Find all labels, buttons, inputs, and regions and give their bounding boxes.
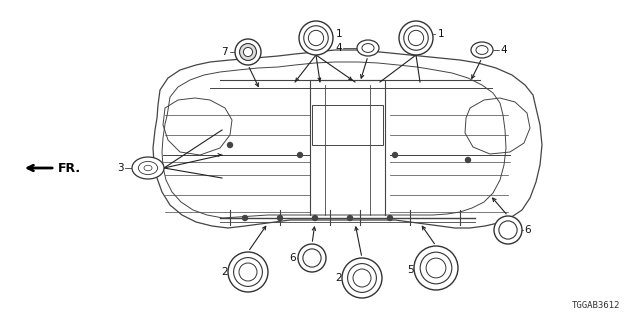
Text: 5: 5 xyxy=(408,265,414,275)
Ellipse shape xyxy=(362,44,374,52)
Circle shape xyxy=(399,21,433,55)
Circle shape xyxy=(414,246,458,290)
Circle shape xyxy=(465,157,470,163)
Circle shape xyxy=(342,258,382,298)
Circle shape xyxy=(235,39,261,65)
Ellipse shape xyxy=(132,157,164,179)
Ellipse shape xyxy=(476,46,488,54)
Circle shape xyxy=(278,215,282,220)
Circle shape xyxy=(392,153,397,157)
Circle shape xyxy=(243,47,253,57)
Circle shape xyxy=(239,44,257,60)
Circle shape xyxy=(228,252,268,292)
Circle shape xyxy=(298,153,303,157)
Text: 1: 1 xyxy=(336,29,342,39)
Circle shape xyxy=(312,215,317,220)
Text: 2: 2 xyxy=(221,267,228,277)
Text: 4: 4 xyxy=(500,45,507,55)
Circle shape xyxy=(387,215,392,220)
Circle shape xyxy=(227,142,232,148)
Circle shape xyxy=(243,215,248,220)
Circle shape xyxy=(299,21,333,55)
Text: 3: 3 xyxy=(117,163,124,173)
Circle shape xyxy=(494,216,522,244)
Text: 4: 4 xyxy=(335,43,342,53)
Text: 6: 6 xyxy=(289,253,296,263)
Text: TGGAB3612: TGGAB3612 xyxy=(572,301,620,310)
Ellipse shape xyxy=(471,42,493,58)
Ellipse shape xyxy=(357,40,379,56)
Text: FR.: FR. xyxy=(58,162,81,174)
Text: 1: 1 xyxy=(438,29,445,39)
Circle shape xyxy=(298,244,326,272)
Ellipse shape xyxy=(138,161,157,175)
Text: 2: 2 xyxy=(335,273,342,283)
Text: 7: 7 xyxy=(221,47,228,57)
Text: 6: 6 xyxy=(524,225,531,235)
Circle shape xyxy=(348,215,353,220)
